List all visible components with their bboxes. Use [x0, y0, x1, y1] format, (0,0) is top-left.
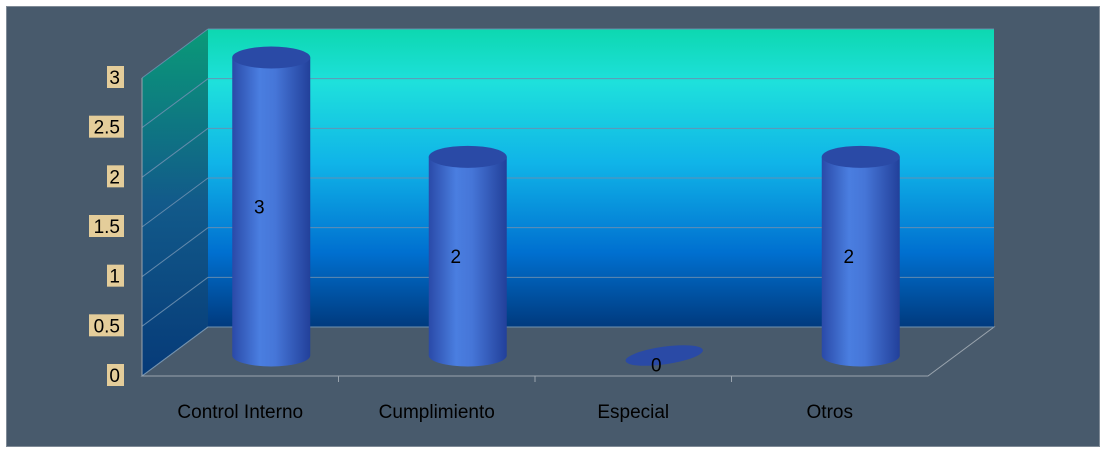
y-tick-label-bg — [89, 314, 124, 337]
y-tick-label: 1.5 — [94, 217, 120, 238]
y-tick-label-bg — [107, 165, 124, 188]
y-tick-label: 2 — [109, 167, 120, 188]
y-tick-label-bg — [107, 264, 124, 287]
y-tick-label: 3 — [109, 68, 120, 89]
bar — [821, 156, 900, 367]
y-tick-label: 0.5 — [94, 316, 120, 337]
x-tick-label: Control Interno — [177, 402, 303, 423]
bar-chart: 0 0.5 1 1.5 2 2.5 3 3 2 0 2 Control Interno Cumplimi… — [89, 28, 996, 423]
data-label: 0 — [651, 356, 662, 377]
gridline-side — [141, 276, 209, 327]
gridline-side — [141, 326, 209, 377]
gridline-side — [141, 78, 209, 129]
y-tick-label: 1 — [109, 267, 120, 288]
gridline-side — [141, 227, 209, 278]
data-label: 2 — [843, 247, 854, 268]
gridline-side — [141, 28, 209, 79]
bar-top — [428, 145, 507, 168]
bar — [625, 345, 703, 366]
x-tick-label: Otros — [807, 402, 853, 423]
y-tick-label-bg — [107, 66, 124, 88]
gridline-side — [141, 177, 209, 228]
y-tick-label: 2.5 — [94, 118, 120, 139]
data-label: 2 — [450, 247, 461, 268]
bar — [428, 156, 507, 367]
bar-top — [821, 145, 900, 168]
gridline-side — [141, 127, 209, 178]
y-tick-label-bg — [89, 115, 124, 138]
y-tick-label-bg — [107, 364, 124, 386]
bar-top — [232, 46, 311, 69]
x-tick-label: Especial — [597, 402, 669, 423]
y-tick-label: 0 — [109, 366, 120, 387]
y-tick-label-bg — [89, 215, 124, 237]
bar — [232, 57, 311, 367]
x-tick-label: Cumplimiento — [379, 402, 495, 423]
chart-area: 0 0.5 1 1.5 2 2.5 3 3 2 0 2 Control Interno Cumplimi… — [6, 6, 1100, 447]
data-label: 3 — [254, 198, 265, 219]
